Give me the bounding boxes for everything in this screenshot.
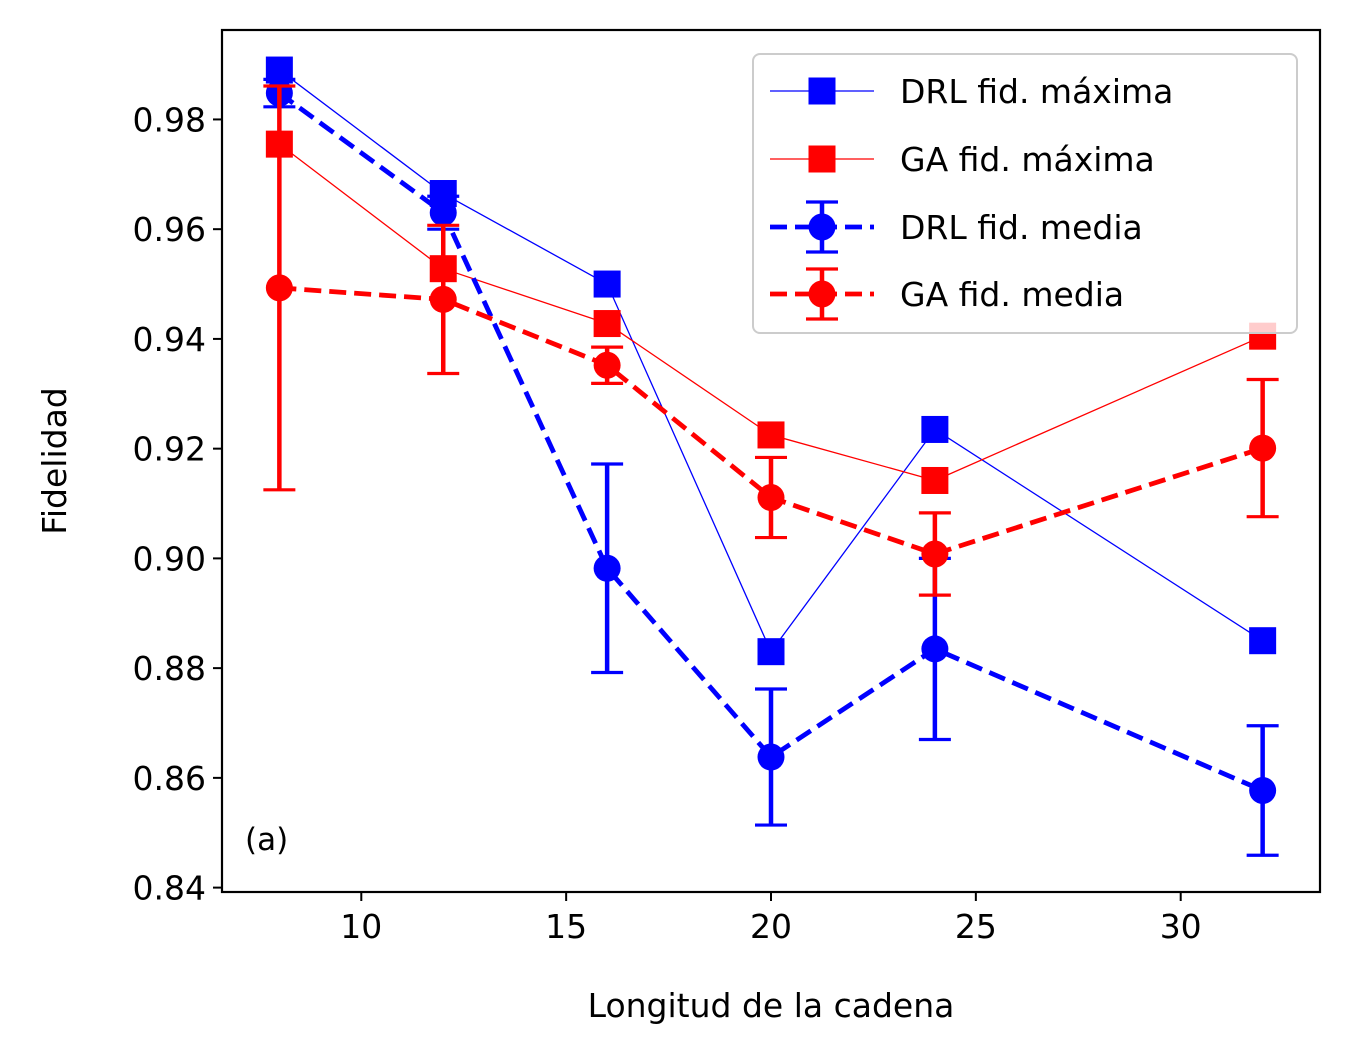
data-point [921, 540, 949, 568]
y-tick-label: 0.84 [133, 869, 206, 908]
plot-content [263, 56, 1279, 857]
data-point [921, 635, 949, 663]
data-point [757, 638, 785, 666]
legend-label: GA fid. máxima [900, 140, 1155, 179]
data-point [1249, 434, 1277, 462]
y-tick-label: 0.96 [133, 210, 206, 249]
y-tick-label: 0.86 [133, 759, 206, 798]
y-tick-label: 0.92 [133, 430, 206, 469]
y-tick-label: 0.90 [133, 539, 206, 578]
data-point [593, 310, 621, 338]
legend-label: DRL fid. media [900, 208, 1143, 247]
series-drl-fid-media [263, 77, 1279, 857]
axes: 10 15 20 25 30 0.84 0.86 0.88 0.90 0.92 0.94 0.96 0.… [133, 100, 1202, 946]
series-ga-fid-media [263, 84, 1279, 597]
data-point [921, 466, 949, 494]
series-line [279, 285, 1264, 557]
legend-entry: DRL fid. máxima [770, 72, 1173, 111]
data-point [1249, 627, 1277, 655]
legend-label: GA fid. media [900, 275, 1124, 314]
legend-marker [808, 280, 836, 308]
x-tick-label: 30 [1160, 907, 1202, 946]
legend-entry: GA fid. máxima [770, 140, 1155, 179]
legend-label: DRL fid. máxima [900, 72, 1173, 111]
data-point [429, 285, 457, 313]
y-axis-label: Fidelidad [35, 387, 74, 534]
legend-marker [808, 213, 836, 241]
data-point [757, 483, 785, 511]
legend-marker [808, 145, 836, 173]
data-point [1249, 776, 1277, 804]
data-point [757, 421, 785, 449]
legend-entry: DRL fid. media [770, 200, 1143, 254]
data-point [593, 270, 621, 298]
data-point [265, 274, 293, 302]
data-point [593, 554, 621, 582]
x-axis-label: Longitud de la cadena [588, 986, 955, 1025]
data-point [429, 199, 457, 227]
legend-entry: GA fid. media [770, 267, 1124, 321]
data-point [921, 415, 949, 443]
series-line [277, 91, 1264, 793]
panel-annotation: (a) [245, 822, 288, 858]
data-point [757, 743, 785, 771]
series-drl-fid-m-xima [265, 56, 1277, 666]
series-line [278, 143, 1263, 482]
legend: DRL fid. máxima GA fid. máxima DRL fid. me… [752, 53, 1298, 334]
legend-box [752, 53, 1298, 334]
x-tick-label: 25 [955, 907, 997, 946]
x-tick-label: 20 [750, 907, 792, 946]
y-tick-label: 0.88 [133, 649, 206, 688]
data-point [593, 351, 621, 379]
y-tick-label: 0.94 [133, 320, 206, 359]
y-tick-label: 0.98 [133, 100, 206, 139]
x-tick-label: 15 [545, 907, 587, 946]
x-tick-label: 10 [340, 907, 382, 946]
legend-marker [808, 77, 836, 105]
series-line [278, 69, 1263, 653]
